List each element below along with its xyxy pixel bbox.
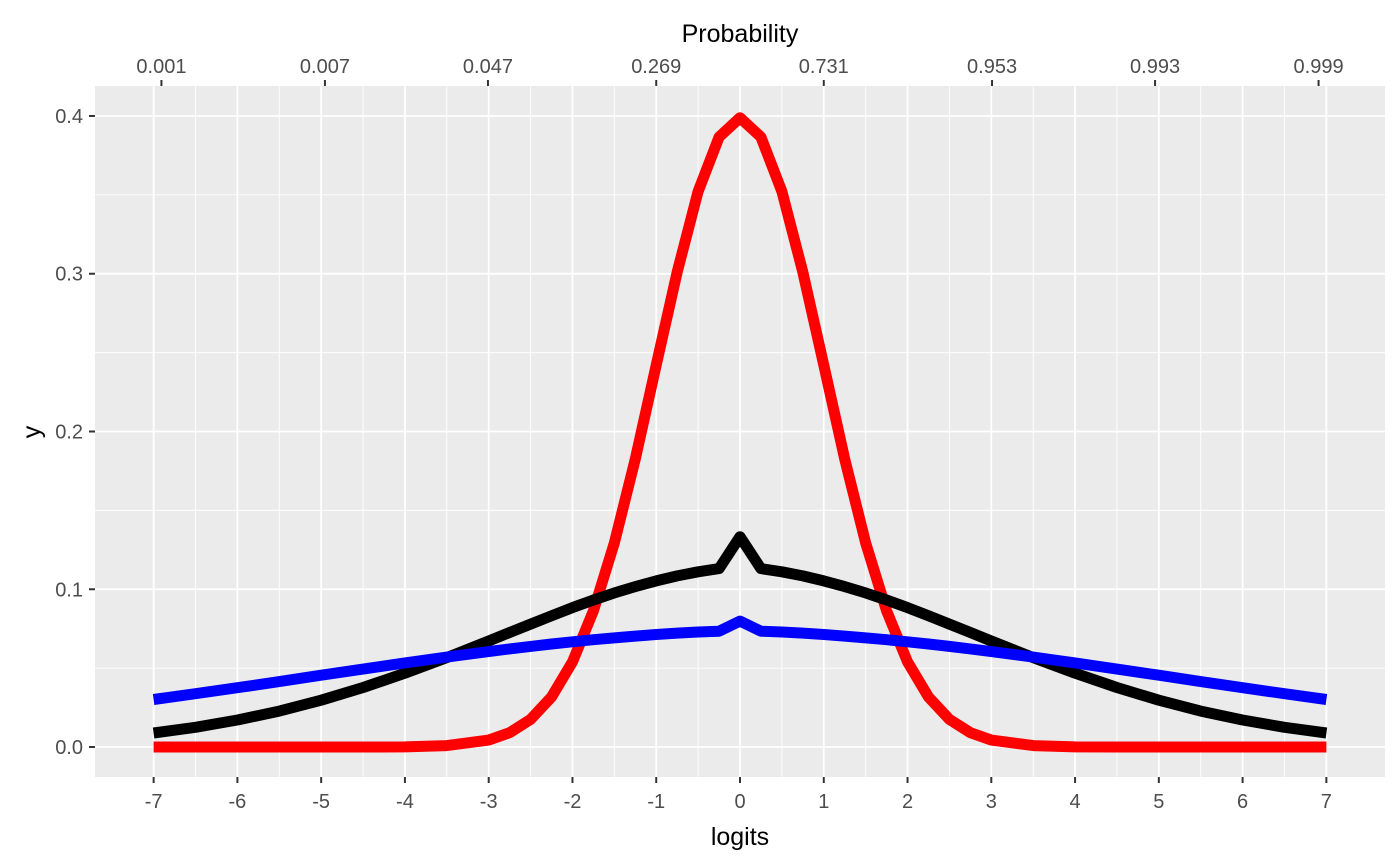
axes — [89, 80, 1328, 783]
x-tick-label: 0 — [734, 791, 745, 813]
grid-major — [95, 86, 1385, 777]
y-tick-label: 0.0 — [55, 737, 83, 759]
secondary-x-tick-label: 0.047 — [463, 56, 513, 78]
x-tick-label: -3 — [480, 791, 498, 813]
secondary-x-axis-title: Probability — [682, 20, 799, 48]
y-tick-label: 0.1 — [55, 579, 83, 601]
x-tick-label: 2 — [902, 791, 913, 813]
y-tick-label: 0.2 — [55, 422, 83, 444]
x-tick-label: -5 — [312, 791, 330, 813]
y-axis-title: y — [18, 425, 46, 438]
x-tick-label: -7 — [145, 791, 163, 813]
secondary-x-tick-label: 0.999 — [1294, 56, 1344, 78]
x-tick-label: 5 — [1153, 791, 1164, 813]
secondary-x-tick-label: 0.001 — [136, 56, 186, 78]
x-axis-title: logits — [711, 823, 769, 851]
x-tick-label: -1 — [647, 791, 665, 813]
secondary-x-tick-label: 0.993 — [1130, 56, 1180, 78]
x-tick-label: -4 — [396, 791, 414, 813]
x-tick-label: 3 — [986, 791, 997, 813]
y-tick-label: 0.4 — [55, 106, 83, 128]
x-tick-label: -2 — [564, 791, 582, 813]
tick-labels: -7 -6 -5 -4 -3 -2 -1 0 1 2 3 4 5 6 7 0.0 0.1 0.2 0.3 0.4 0.0… — [55, 56, 1343, 813]
secondary-x-tick-label: 0.731 — [799, 56, 849, 78]
series-red-line — [153, 112, 1327, 753]
x-tick-label: 1 — [818, 791, 829, 813]
secondary-x-tick-label: 0.953 — [967, 56, 1017, 78]
x-tick-label: -6 — [229, 791, 247, 813]
x-tick-label: 6 — [1237, 791, 1248, 813]
y-tick-label: 0.3 — [55, 264, 83, 286]
series-blue-line — [152, 615, 1328, 705]
x-tick-label: 4 — [1070, 791, 1081, 813]
secondary-x-tick-label: 0.007 — [300, 56, 350, 78]
x-tick-label: 7 — [1321, 791, 1332, 813]
secondary-x-tick-label: 0.269 — [631, 56, 681, 78]
series-layer — [152, 112, 1328, 753]
